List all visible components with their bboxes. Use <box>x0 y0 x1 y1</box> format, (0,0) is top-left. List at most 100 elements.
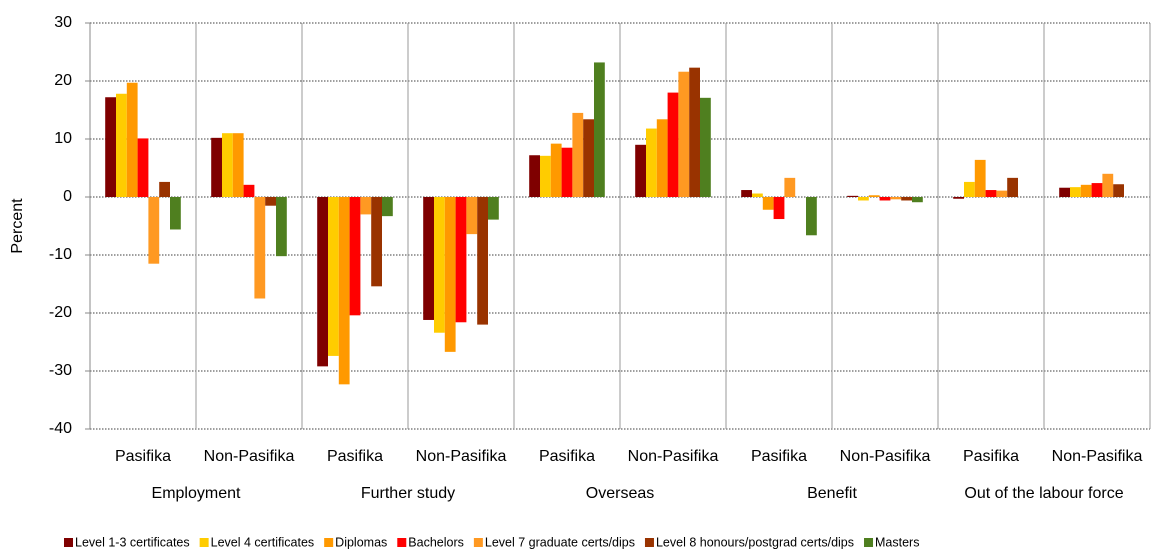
bar <box>594 62 605 197</box>
legend-swatch <box>473 538 483 547</box>
bar <box>1113 184 1124 197</box>
bar <box>455 197 467 323</box>
bar <box>583 119 594 197</box>
y-tick-label: 30 <box>54 14 72 31</box>
x-tick-label: Non-Pasifika <box>204 448 295 465</box>
legend-label: Diplomas <box>335 535 387 549</box>
legend-label: Level 4 certificates <box>211 535 315 549</box>
bar <box>901 197 912 201</box>
bar <box>1059 187 1070 197</box>
y-tick-label: -10 <box>49 246 72 263</box>
y-axis-label: Percent <box>9 198 26 254</box>
bar <box>137 138 149 197</box>
bar <box>371 197 382 287</box>
bar <box>159 181 170 197</box>
bar <box>444 197 456 352</box>
bar <box>678 71 690 197</box>
x-tick-label: Pasifika <box>751 448 807 465</box>
x-tick-label: Pasifika <box>963 448 1019 465</box>
bar <box>784 177 796 197</box>
bar <box>700 97 711 197</box>
legend-label: Level 1-3 certificates <box>75 535 190 549</box>
bar <box>974 159 986 197</box>
bar <box>338 197 350 385</box>
x-tick-label: Pasifika <box>327 448 383 465</box>
bar <box>890 197 902 200</box>
bar <box>953 197 964 199</box>
group-label: Out of the labour force <box>964 485 1123 502</box>
bar <box>349 197 361 316</box>
bar <box>752 193 763 197</box>
bar <box>116 93 127 197</box>
bar <box>466 197 478 235</box>
legend-label: Level 8 honours/postgrad certs/dips <box>656 535 854 549</box>
bar <box>317 197 328 367</box>
bar <box>265 197 276 206</box>
bar <box>434 197 445 333</box>
bar <box>232 133 244 197</box>
bar <box>879 197 891 201</box>
bar <box>1007 177 1018 197</box>
bar <box>328 197 339 356</box>
y-tick-label: -30 <box>49 362 72 379</box>
bar <box>762 197 774 210</box>
bar <box>529 155 540 197</box>
group-label: Benefit <box>807 485 857 502</box>
bar <box>276 197 287 257</box>
legend-label: Level 7 graduate certs/dips <box>485 535 635 549</box>
x-tick-label: Non-Pasifika <box>416 448 507 465</box>
bar <box>477 197 488 325</box>
x-tick-label: Non-Pasifika <box>840 448 931 465</box>
bar <box>170 197 181 230</box>
bar <box>1102 173 1114 197</box>
bar <box>868 195 880 197</box>
bar <box>773 197 785 220</box>
bar <box>222 133 233 197</box>
bar <box>488 197 499 220</box>
legend-swatch <box>644 538 654 547</box>
bar <box>912 197 923 203</box>
x-tick-label: Non-Pasifika <box>628 448 719 465</box>
x-tick-label: Non-Pasifika <box>1052 448 1143 465</box>
bar <box>847 195 858 197</box>
bar <box>211 137 222 197</box>
legend-swatch <box>64 538 73 547</box>
bar <box>667 92 679 197</box>
bar <box>806 197 817 236</box>
bar <box>561 147 573 197</box>
bar <box>382 197 393 217</box>
bar <box>423 197 434 320</box>
bar <box>126 82 138 197</box>
bar <box>656 119 668 197</box>
x-tick-label: Pasifika <box>115 448 171 465</box>
y-tick-label: 20 <box>54 72 72 89</box>
legend-swatch <box>199 538 209 547</box>
bar <box>1080 184 1092 197</box>
bar <box>572 112 584 197</box>
x-tick-label: Pasifika <box>539 448 595 465</box>
y-tick-label: 0 <box>63 188 72 205</box>
group-label: Overseas <box>586 485 654 502</box>
bar <box>550 143 562 197</box>
legend-swatch <box>324 538 334 547</box>
bar <box>148 197 160 264</box>
y-tick-label: -40 <box>49 420 72 437</box>
y-tick-label: 10 <box>54 130 72 147</box>
bar <box>1070 187 1081 197</box>
bar <box>105 97 116 197</box>
bar <box>996 190 1008 197</box>
bar <box>360 197 372 215</box>
group-label: Further study <box>361 485 455 502</box>
bar <box>964 181 975 197</box>
legend-swatch <box>864 538 874 547</box>
bar <box>689 67 700 197</box>
bar <box>243 184 255 197</box>
bar <box>1091 183 1103 197</box>
legend-label: Masters <box>875 535 919 549</box>
bar <box>741 190 752 197</box>
bar <box>646 128 657 197</box>
bar <box>254 197 266 299</box>
legend-label: Bachelors <box>408 535 464 549</box>
bar <box>540 155 551 197</box>
